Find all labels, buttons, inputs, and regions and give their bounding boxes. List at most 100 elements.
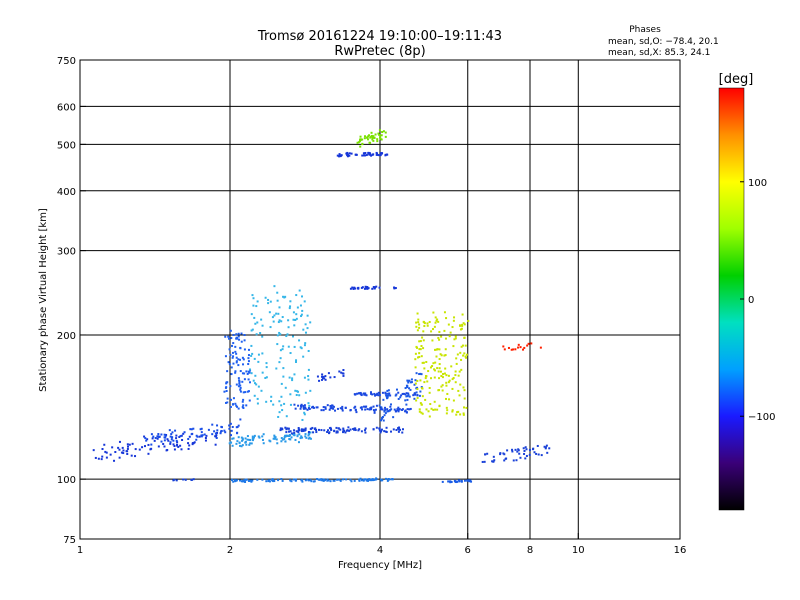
data-point [301, 309, 304, 312]
data-point [415, 372, 418, 375]
data-point [455, 413, 458, 416]
data-point [407, 392, 410, 395]
data-point [414, 382, 417, 385]
x-tick-label: 16 [674, 545, 687, 556]
data-point [329, 404, 332, 407]
data-point [354, 287, 357, 290]
data-point [177, 445, 180, 448]
data-point [353, 428, 356, 431]
data-point [188, 444, 191, 447]
data-point [540, 454, 543, 457]
data-point [517, 346, 520, 349]
data-point [362, 392, 365, 395]
data-point [234, 370, 237, 373]
data-point [412, 394, 415, 397]
data-point [243, 372, 246, 375]
data-point [370, 392, 373, 395]
data-point [430, 330, 433, 333]
data-point [251, 328, 254, 331]
data-point [292, 478, 295, 481]
data-point [228, 348, 231, 351]
data-point [292, 318, 295, 321]
data-point [285, 428, 288, 431]
data-point [386, 408, 389, 411]
data-point [230, 398, 233, 401]
data-point [386, 396, 389, 399]
data-point [465, 406, 468, 409]
data-point [349, 428, 352, 431]
data-point [265, 400, 268, 403]
data-point [344, 406, 347, 409]
data-point [465, 353, 468, 356]
data-point [318, 379, 321, 382]
data-point [346, 151, 349, 154]
data-point [522, 348, 525, 351]
data-point [300, 435, 303, 438]
data-point [231, 344, 234, 347]
data-point [433, 376, 436, 379]
data-point [294, 438, 297, 441]
data-point [288, 435, 291, 438]
data-point [417, 321, 420, 324]
data-point [451, 410, 454, 413]
data-point [380, 419, 383, 422]
data-point [174, 429, 177, 432]
data-point [409, 407, 412, 410]
data-point [387, 410, 390, 413]
data-point [375, 426, 378, 429]
data-point [175, 479, 178, 482]
data-point [240, 445, 243, 448]
data-point [246, 435, 249, 438]
data-point [451, 326, 454, 329]
data-point [280, 395, 283, 398]
data-point [378, 133, 381, 136]
data-point [371, 136, 374, 139]
data-point [272, 403, 275, 406]
data-point [250, 372, 253, 375]
data-point [381, 408, 384, 411]
data-point [265, 362, 268, 365]
data-point [249, 442, 252, 445]
data-point [419, 402, 422, 405]
data-point [273, 480, 276, 483]
data-point [393, 286, 396, 289]
data-point [109, 453, 112, 456]
data-point [438, 405, 441, 408]
x-tick-label: 1 [77, 545, 83, 556]
data-point [245, 443, 248, 446]
data-point [283, 402, 286, 405]
data-point [420, 403, 423, 406]
data-point [322, 406, 325, 409]
data-point [303, 376, 306, 379]
data-point [187, 438, 190, 441]
data-point [514, 448, 517, 451]
data-point [306, 314, 309, 317]
data-point [284, 295, 287, 298]
data-point [418, 323, 421, 326]
data-point [444, 337, 447, 340]
data-point [351, 286, 354, 289]
data-point [284, 426, 287, 429]
data-point [294, 319, 297, 322]
data-point [246, 438, 249, 441]
data-point [328, 432, 331, 435]
data-point [250, 354, 253, 357]
data-point [223, 390, 226, 393]
x-tick-label: 10 [572, 545, 585, 556]
data-point [171, 431, 174, 434]
data-point [438, 389, 441, 392]
data-point [277, 321, 280, 324]
data-point [335, 426, 338, 429]
data-point [264, 296, 267, 299]
data-point [163, 439, 166, 442]
data-point [219, 432, 222, 435]
data-point [255, 383, 258, 386]
data-point [237, 407, 240, 410]
data-point [149, 448, 152, 451]
data-point [290, 480, 293, 483]
data-point [380, 134, 383, 137]
data-point [179, 435, 182, 438]
data-point [130, 454, 133, 457]
data-point [122, 452, 125, 455]
data-point [438, 358, 441, 361]
